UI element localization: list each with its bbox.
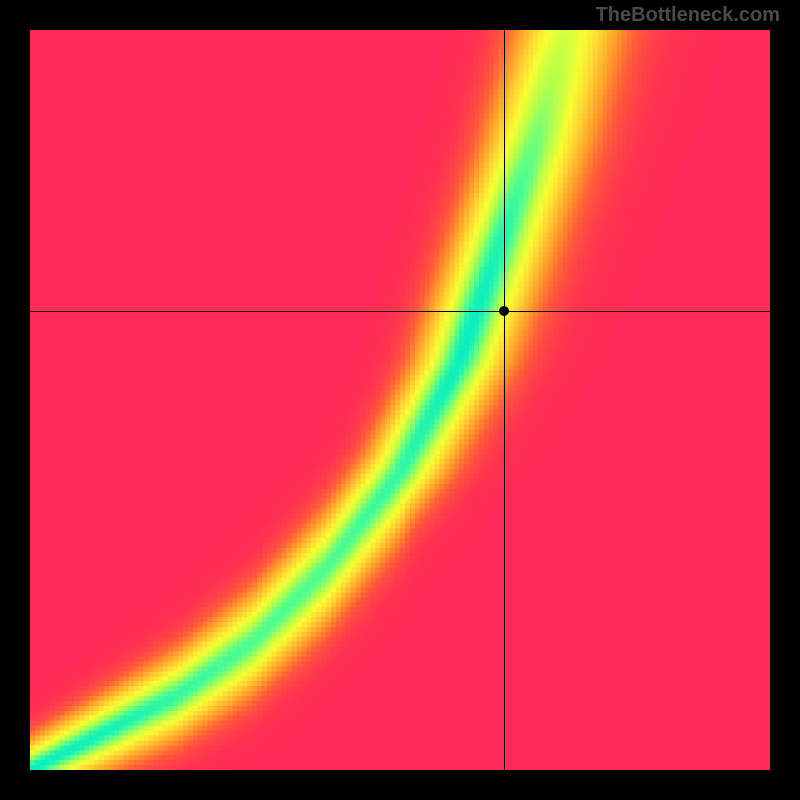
watermark-text: TheBottleneck.com bbox=[596, 4, 780, 27]
plot-frame bbox=[30, 30, 770, 770]
heatmap-canvas bbox=[30, 30, 770, 770]
crosshair-vertical bbox=[504, 30, 505, 770]
crosshair-horizontal bbox=[30, 311, 770, 312]
crosshair-marker-dot bbox=[499, 306, 509, 316]
